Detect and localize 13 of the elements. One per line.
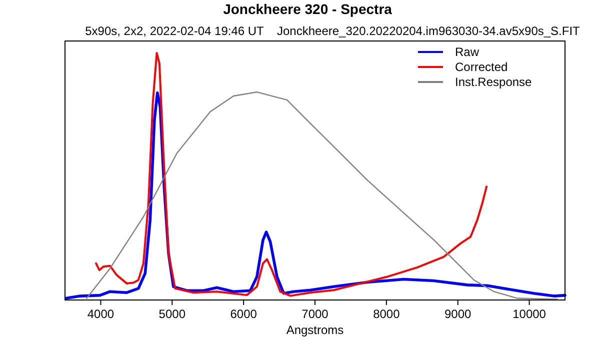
x-axis-title: Angstroms [286,323,344,337]
chart-subtitle: 5x90s, 2x2, 2022-02-04 19:46 UT Jonckheere_320.20220204.im963030-34.av5x90s_S.FIT [85,24,581,38]
legend-label: Corrected [455,60,508,74]
legend-label: Inst.Response [455,75,532,89]
x-tick-label: 8000 [373,307,400,321]
legend-label: Raw [455,45,480,59]
x-tick-label: 4000 [87,307,114,321]
x-tick-label: 5000 [158,307,186,321]
x-tick-label: 7000 [302,307,329,321]
x-tick-label: 10000 [512,307,546,321]
chart-title: Jonckheere 320 - Spectra [223,1,392,17]
x-tick-label: 6000 [230,307,258,321]
x-tick-label: 9000 [444,307,472,321]
